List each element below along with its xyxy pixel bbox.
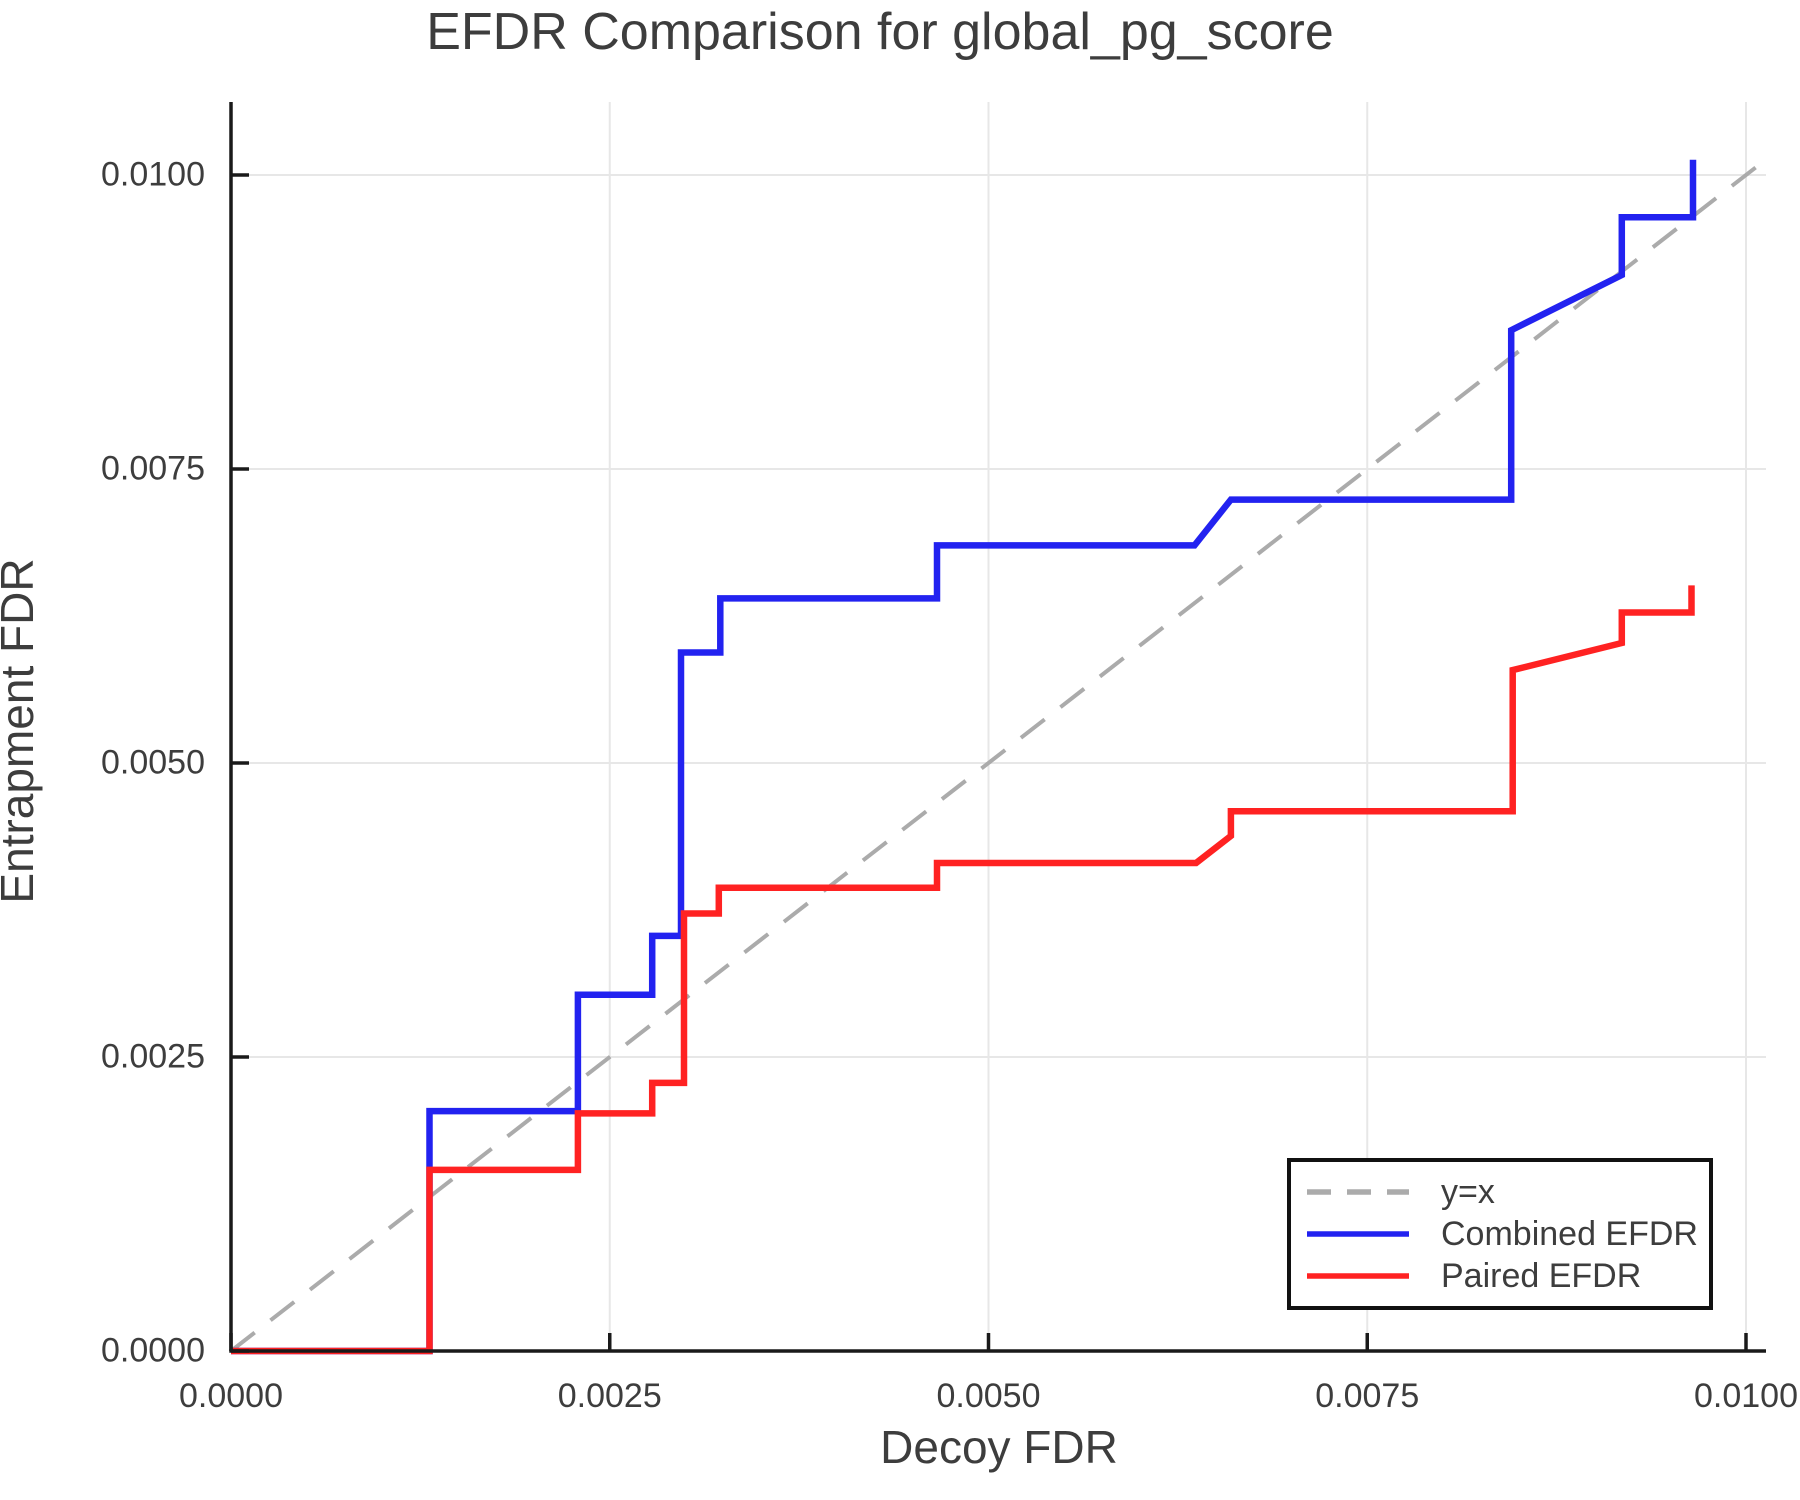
y-tick-label: 0.0000: [101, 1331, 205, 1370]
x-axis-label: Decoy FDR: [880, 1421, 1118, 1473]
y-tick-label: 0.0100: [101, 155, 205, 194]
legend-label: Paired EFDR: [1441, 1257, 1642, 1295]
legend-line-swatch: [1307, 1273, 1409, 1279]
legend-line-swatch: [1307, 1231, 1409, 1237]
x-tick-label: 0.0100: [1694, 1377, 1798, 1415]
y-tick-label: 0.0075: [101, 449, 205, 488]
legend-label: Combined EFDR: [1441, 1215, 1698, 1253]
legend-item-combined-efdr: Combined EFDR: [1305, 1214, 1709, 1254]
legend-label: y=x: [1441, 1173, 1495, 1211]
chart-title: EFDR Comparison for global_pg_score: [426, 3, 1334, 61]
legend-line-swatch: [1307, 1189, 1409, 1195]
x-tick-label: 0.0075: [1315, 1377, 1420, 1415]
x-tick-label: 0.0025: [557, 1377, 662, 1415]
legend-item-y-x: y=x: [1305, 1172, 1709, 1212]
y-tick-label: 0.0025: [101, 1037, 205, 1076]
x-tick-label: 0.0000: [179, 1377, 283, 1415]
y-tick-label: 0.0050: [101, 743, 205, 782]
y-axis-label: Entrapment FDR: [0, 558, 43, 904]
paired-efdr-line: [231, 585, 1695, 1355]
legend-item-paired-efdr: Paired EFDR: [1305, 1256, 1709, 1296]
axes: [229, 102, 1766, 1353]
x-tick-label: 0.0050: [936, 1377, 1041, 1415]
legend: y=x Combined EFDR Paired EFDR: [1287, 1158, 1713, 1310]
series-lines: [229, 158, 1767, 1355]
combined-efdr-line: [231, 159, 1697, 1355]
